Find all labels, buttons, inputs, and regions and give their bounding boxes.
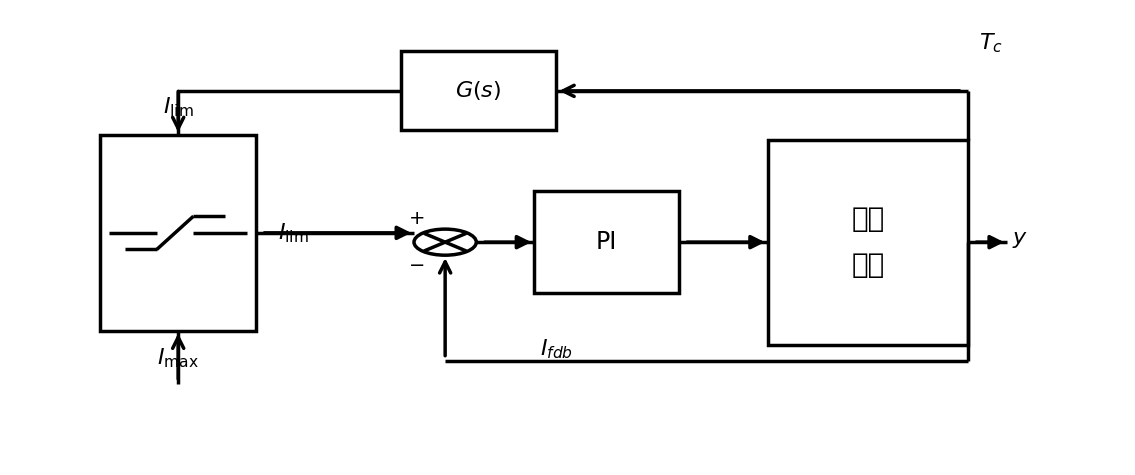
Bar [767,140,968,344]
Text: $I_{\max}$: $I_{\max}$ [158,347,199,370]
Text: $I_{fdb}$: $I_{fdb}$ [540,338,573,361]
Text: $T_c$: $T_c$ [980,31,1003,55]
Text: $y$: $y$ [1012,230,1028,250]
Text: 器件: 器件 [851,251,884,279]
Bar [100,135,257,331]
Text: PI: PI [596,230,617,254]
Text: $+$: $+$ [409,209,424,228]
Text: $I_{\lim}$: $I_{\lim}$ [278,221,309,245]
Bar [535,191,679,294]
Text: $-$: $-$ [409,254,424,273]
Text: 功率: 功率 [851,205,884,233]
Text: $I_{\lim}$: $I_{\lim}$ [162,95,194,119]
Text: $G(s)$: $G(s)$ [455,79,502,103]
Bar [401,51,556,131]
